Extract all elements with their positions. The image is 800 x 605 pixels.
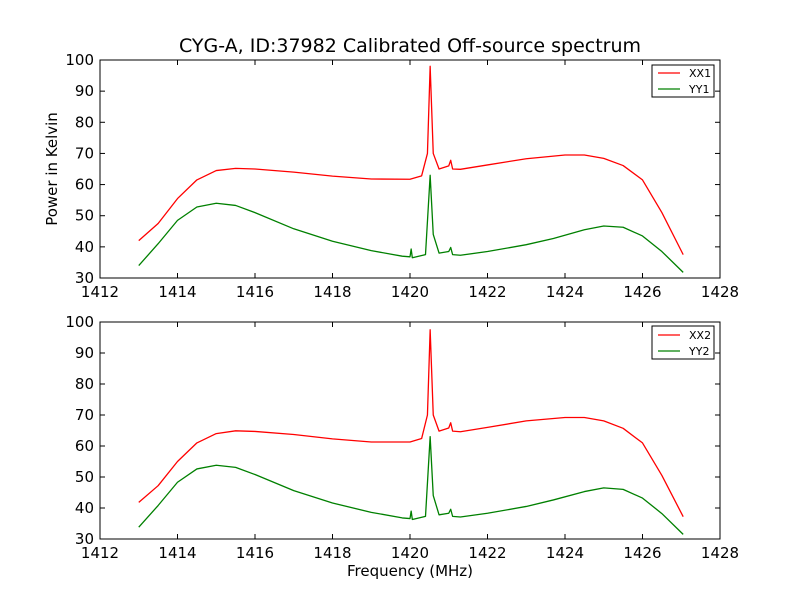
bottom-y-tick-label-60: 60 <box>75 437 94 455</box>
bottom-x-tick-label-1420: 1420 <box>391 544 429 562</box>
bottom-y-tick-label-40: 40 <box>75 499 94 517</box>
top-x-tick-label-1412: 1412 <box>81 283 119 301</box>
bottom-legend: XX2 YY2 <box>651 325 715 360</box>
top-x-tick-label-1416: 1416 <box>236 283 274 301</box>
top-x-tick-label-1414: 1414 <box>158 283 196 301</box>
top-y-tick-label-70: 70 <box>75 144 94 162</box>
top-y-tick-label-30: 30 <box>75 269 94 287</box>
x-axis-label: Frequency (MHz) <box>347 562 473 580</box>
bottom-y-tick-label-50: 50 <box>75 468 94 486</box>
bottom-panel-series <box>138 329 684 535</box>
bottom-y-tick-label-30: 30 <box>75 530 94 548</box>
top-y-tick-label-60: 60 <box>75 176 94 194</box>
bottom-x-tick-label-1424: 1424 <box>546 544 584 562</box>
top-panel-ticks: 1412 1414 1416 1418 1420 1422 1424 1426 1428 30 40… <box>65 51 739 301</box>
top-y-tick-label-80: 80 <box>75 113 94 131</box>
top-panel: 1412 1414 1416 1418 1420 1422 1424 1426 1428 30 40… <box>43 51 739 301</box>
top-y-tick-label-40: 40 <box>75 238 94 256</box>
bottom-y-tick-label-70: 70 <box>75 406 94 424</box>
series-line-xx2 <box>138 329 684 517</box>
bottom-legend-frame <box>651 325 715 360</box>
bottom-x-tick-label-1412: 1412 <box>81 544 119 562</box>
top-legend: XX1 YY1 <box>651 64 715 98</box>
top-y-tick-label-50: 50 <box>75 207 94 225</box>
top-legend-frame <box>651 64 715 98</box>
bottom-panel: 1412 1414 1416 1418 1420 1422 1424 1426 1428 30 40… <box>65 313 739 580</box>
bottom-x-tick-label-1418: 1418 <box>313 544 351 562</box>
bottom-x-tick-label-1422: 1422 <box>468 544 506 562</box>
top-y-tick-label-90: 90 <box>75 82 94 100</box>
bottom-x-tick-label-1416: 1416 <box>236 544 274 562</box>
bottom-x-tick-label-1426: 1426 <box>623 544 661 562</box>
series-line-yy1 <box>138 174 684 273</box>
bottom-x-tick-label-1428: 1428 <box>701 544 739 562</box>
top-y-tick-label-100: 100 <box>65 51 94 69</box>
top-x-tick-label-1424: 1424 <box>546 283 584 301</box>
legend-label-xx1: XX1 <box>689 67 711 80</box>
series-line-xx1 <box>138 65 684 255</box>
bottom-panel-ticks: 1412 1414 1416 1418 1420 1422 1424 1426 1428 30 40… <box>65 313 739 562</box>
legend-label-yy1: YY1 <box>688 83 709 96</box>
top-x-tick-label-1418: 1418 <box>313 283 351 301</box>
top-y-axis-label: Power in Kelvin <box>43 112 61 226</box>
bottom-y-tick-label-100: 100 <box>65 313 94 331</box>
top-x-tick-label-1422: 1422 <box>468 283 506 301</box>
series-line-yy2 <box>138 436 684 535</box>
legend-label-yy2: YY2 <box>688 345 709 358</box>
top-x-tick-label-1420: 1420 <box>391 283 429 301</box>
bottom-x-tick-label-1414: 1414 <box>158 544 196 562</box>
bottom-y-tick-label-80: 80 <box>75 375 94 393</box>
figure-title: CYG-A, ID:37982 Calibrated Off-source sp… <box>179 35 641 57</box>
top-x-tick-label-1428: 1428 <box>701 283 739 301</box>
legend-label-xx2: XX2 <box>689 329 711 342</box>
bottom-y-tick-label-90: 90 <box>75 344 94 362</box>
top-x-tick-label-1426: 1426 <box>623 283 661 301</box>
top-panel-series <box>138 65 684 273</box>
